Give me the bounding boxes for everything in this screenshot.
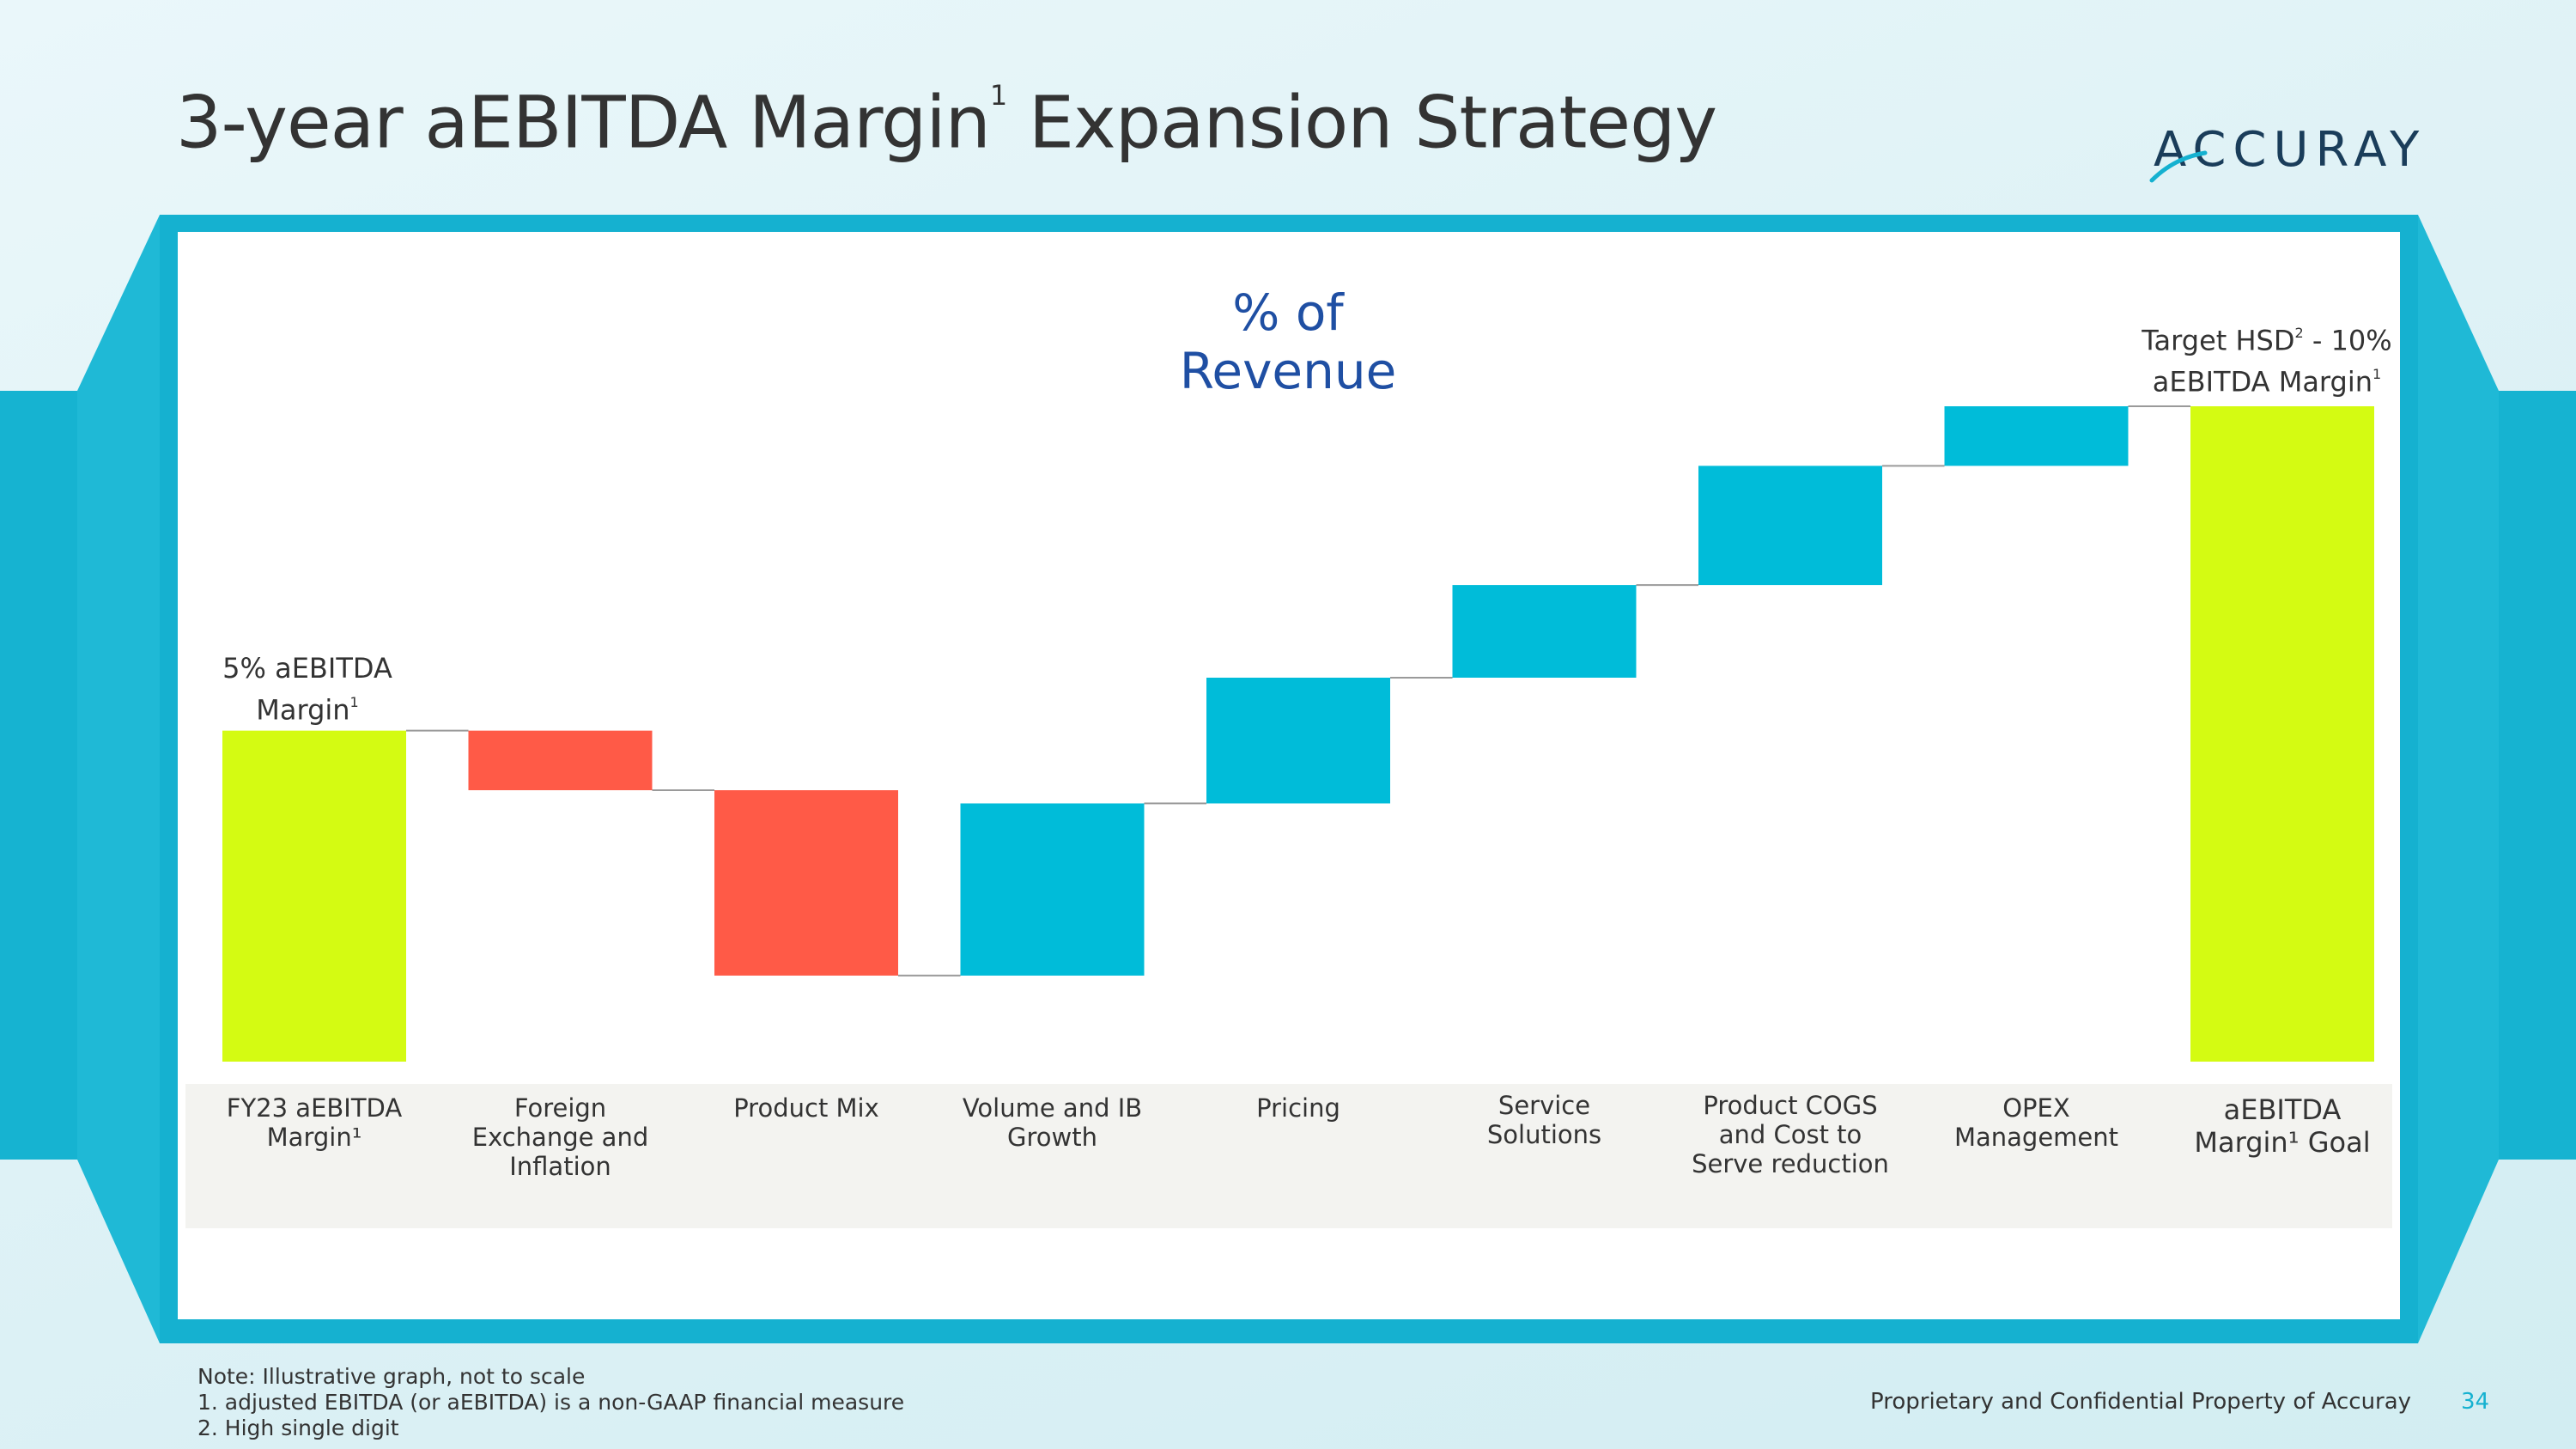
category-label-1: FY23 aEBITDA Margin¹	[226, 1093, 403, 1152]
category-label-3: Product Mix	[733, 1093, 879, 1123]
page-title: 3-year aEBITDA Margin1 Expansion Strateg…	[176, 79, 1717, 165]
category-label-6: Service Solutions	[1486, 1091, 1602, 1149]
waterfall-bar-1	[222, 730, 406, 1062]
page-number: 34	[2461, 1389, 2490, 1415]
waterfall-bar-3	[714, 790, 898, 976]
logo-swoosh-icon	[2149, 150, 2208, 183]
end-annotation: Target HSD2 - 10% aEBITDA Margin1	[2142, 324, 2392, 399]
category-label-9: aEBITDA Margin¹ Goal	[2194, 1093, 2371, 1159]
category-label-band	[185, 1084, 2392, 1228]
start-annotation: 5% aEBITDA Margin1	[222, 652, 392, 727]
category-label-7: Product COGS and Cost to Serve reduction	[1692, 1091, 1889, 1178]
footnotes: Note: Illustrative graph, not to scale 1…	[197, 1364, 904, 1441]
chart-title: % of Revenue	[1179, 283, 1397, 400]
confidential-notice: Proprietary and Confidential Property of…	[1870, 1389, 2412, 1415]
waterfall-bar-5	[1206, 677, 1390, 804]
footnote-1: 1. adjusted EBITDA (or aEBITDA) is a non…	[197, 1390, 905, 1415]
category-label-5: Pricing	[1256, 1093, 1340, 1123]
waterfall-bar-6	[1452, 585, 1637, 678]
footnote-2: 2. High single digit	[197, 1416, 399, 1440]
waterfall-bar-2	[468, 730, 653, 791]
category-label-4: Volume and IB Growth	[962, 1093, 1143, 1152]
footnote-note: Note: Illustrative graph, not to scale	[197, 1364, 586, 1389]
accuray-logo: ACCURAY	[2149, 122, 2458, 183]
waterfall-bar-8	[1944, 406, 2129, 466]
waterfall-bar-4	[960, 803, 1145, 976]
category-label-2: Foreign Exchange and Inflation	[471, 1093, 649, 1181]
category-label-8: OPEX Management	[1953, 1093, 2119, 1152]
waterfall-bar-7	[1698, 466, 1882, 586]
waterfall-bar-9	[2190, 406, 2374, 1062]
